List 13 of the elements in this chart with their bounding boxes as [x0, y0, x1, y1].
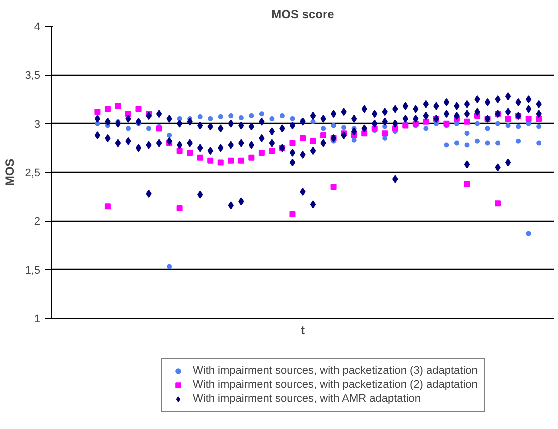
legend-label: With impairment sources, with packetization (2) adaptation [193, 379, 478, 391]
y-tick-label: 4 [34, 22, 41, 34]
y-tick-label: 3 [34, 118, 41, 131]
x-axis-title: t [301, 324, 305, 338]
y-axis-title: MOS [3, 158, 18, 186]
legend-label: With impairment sources, with packetization (3) adaptation [193, 365, 478, 377]
y-tick-label: 1 [34, 314, 41, 326]
legend-label: With impairment sources, with AMR adaptation [193, 393, 422, 405]
y-tick-label: 2 [34, 216, 41, 228]
chart-title: MOS score [272, 8, 335, 22]
y-tick-label: 1,5 [25, 264, 41, 277]
y-tick-label: 2,5 [25, 168, 41, 180]
y-tick-label: 3,5 [25, 70, 41, 82]
